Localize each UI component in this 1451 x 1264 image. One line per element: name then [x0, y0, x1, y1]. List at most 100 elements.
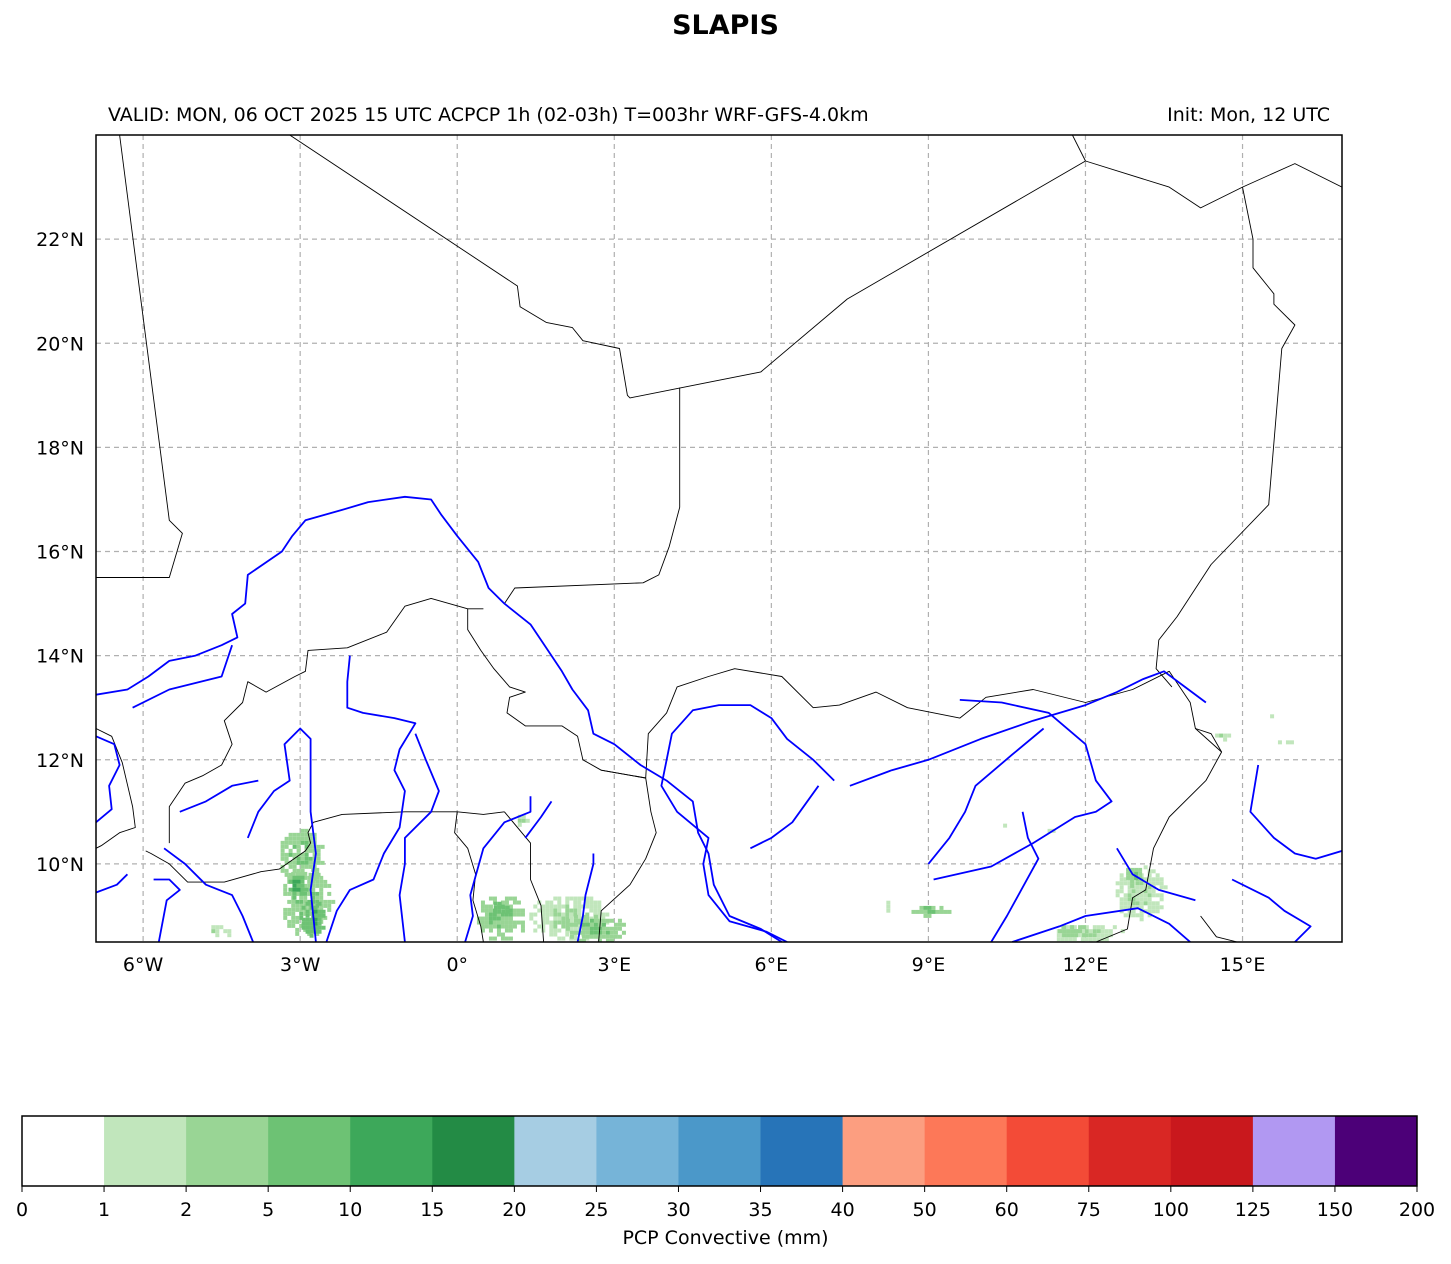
lat-tick-label: 20°N — [36, 333, 84, 355]
country-border — [145, 842, 311, 883]
colorbar-tick-label: 50 — [913, 1199, 937, 1221]
lat-tick-label: 16°N — [36, 542, 84, 564]
lat-tick-label: 14°N — [36, 646, 84, 668]
precip-patch — [1058, 925, 1087, 938]
colorbar-tick-label: 100 — [1153, 1199, 1189, 1221]
colorbar-tick-label: 0 — [16, 1199, 28, 1221]
river — [1011, 907, 1191, 942]
gridlines — [96, 135, 1342, 942]
colorbar-tick-label: 60 — [995, 1199, 1019, 1221]
river — [849, 670, 1207, 787]
lon-tick-label: 0° — [446, 954, 468, 976]
colorbar-tick-label: 2 — [180, 1199, 192, 1221]
river — [927, 727, 1045, 865]
colorbar-tick-label: 10 — [338, 1199, 362, 1221]
colorbar: 0 1 2 5 10 15 20 25 30 35 40 50 60 75 100 125 150 200 — [16, 1115, 1435, 1221]
country-border — [504, 387, 681, 604]
lon-tick-label: 6°W — [123, 954, 164, 976]
country-border — [645, 668, 1223, 942]
colorbar-swatch — [1088, 1116, 1172, 1186]
lat-tick-label: 18°N — [36, 437, 84, 459]
colorbar-tick-label: 1 — [98, 1199, 110, 1221]
precip-patch — [211, 925, 232, 938]
precip-patch — [1270, 714, 1275, 719]
river — [750, 785, 820, 850]
colorbar-swatch — [596, 1116, 679, 1186]
colorbar-label: PCP Convective (mm) — [622, 1227, 829, 1249]
river — [1116, 847, 1196, 902]
colorbar-swatch — [104, 1116, 187, 1186]
colorbar-swatch — [350, 1116, 433, 1186]
colorbar-tick-label: 40 — [830, 1199, 854, 1221]
country-border — [307, 811, 505, 844]
country-border — [96, 135, 183, 578]
colorbar-tick-label: 20 — [502, 1199, 526, 1221]
river — [576, 853, 595, 942]
colorbar-swatch — [1252, 1116, 1336, 1186]
river — [96, 735, 121, 823]
precip-patch — [1215, 733, 1232, 742]
colorbar-tick-label: 35 — [748, 1199, 772, 1221]
colorbar-frame — [21, 1115, 1418, 1187]
precip-patch — [288, 875, 309, 900]
river — [179, 779, 259, 813]
colorbar-tick-label: 75 — [1077, 1199, 1101, 1221]
colorbar-tick-label: 25 — [584, 1199, 608, 1221]
river — [96, 873, 129, 894]
colorbar-tick-label: 200 — [1399, 1199, 1435, 1221]
lat-tick-label: 12°N — [36, 750, 84, 772]
country-border — [467, 608, 646, 779]
lat-tick-label: 10°N — [36, 854, 84, 876]
colorbar-tick-label: 30 — [666, 1199, 690, 1221]
colorbar-swatch — [268, 1116, 351, 1186]
country-border — [1085, 160, 1342, 209]
colorbar-swatch — [186, 1116, 269, 1186]
river — [524, 800, 553, 839]
colorbar-swatch — [678, 1116, 762, 1186]
river — [96, 495, 783, 942]
colorbar-swatch — [842, 1116, 926, 1186]
river — [1249, 764, 1342, 860]
country-borders — [96, 135, 1342, 942]
valid-time-header: VALID: MON, 06 OCT 2025 15 UTC ACPCP 1h … — [108, 104, 869, 126]
precip-patch — [886, 900, 891, 913]
colorbar-swatch — [760, 1116, 844, 1186]
init-time-header: Init: Mon, 12 UTC — [1167, 104, 1330, 126]
colorbar-swatch — [924, 1116, 1008, 1186]
colorbar-tick-label: 15 — [420, 1199, 444, 1221]
river — [153, 878, 181, 942]
river — [132, 644, 233, 709]
colorbar-tick-label: 125 — [1235, 1199, 1271, 1221]
rivers — [96, 495, 1342, 942]
precip-patch — [476, 896, 525, 941]
precip-patch — [1003, 823, 1008, 828]
river — [660, 704, 835, 942]
river — [163, 847, 254, 942]
river — [246, 727, 317, 942]
river — [398, 733, 440, 942]
country-border — [96, 728, 136, 849]
precip-patch — [493, 901, 510, 914]
axis-ticks: 6°W 3°W 0° 3°E 6°E 9°E 12°E 15°E 22°N 20°N 18°N 16°… — [36, 229, 1265, 976]
colorbar-swatch — [514, 1116, 597, 1186]
precipitation-field — [211, 714, 1294, 942]
country-border — [598, 769, 657, 942]
precip-patch — [911, 905, 952, 918]
lon-tick-label: 3°E — [597, 954, 631, 976]
colorbar-swatch — [1334, 1116, 1418, 1186]
lon-tick-label: 6°E — [755, 954, 789, 976]
river — [933, 699, 1113, 881]
map-title: SLAPIS — [672, 10, 779, 41]
map-frame — [95, 134, 1343, 943]
lat-tick-label: 22°N — [36, 229, 84, 251]
precip-patch — [301, 901, 326, 938]
colorbar-swatch — [1170, 1116, 1254, 1186]
colorbar-tick-label: 150 — [1317, 1199, 1353, 1221]
country-border — [1155, 187, 1296, 688]
lon-tick-label: 15°E — [1220, 954, 1266, 976]
precip-patch — [1277, 740, 1294, 745]
colorbar-tick-label: 5 — [262, 1199, 274, 1221]
lon-tick-label: 12°E — [1063, 954, 1109, 976]
river — [1231, 878, 1312, 942]
